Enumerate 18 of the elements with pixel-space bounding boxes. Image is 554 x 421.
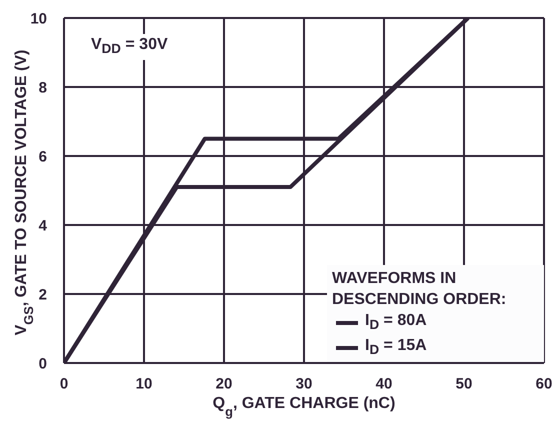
legend-label: I$_{D}$ = 15A xyxy=(365,336,427,360)
x-tick-label: 20 xyxy=(216,376,232,393)
y-tick-label: 0 xyxy=(38,355,47,372)
y-tick-label: 6 xyxy=(38,148,47,166)
x-tick-label: 30 xyxy=(296,376,312,393)
y-tick-label: 8 xyxy=(38,79,47,96)
x-tick-label: 40 xyxy=(376,376,392,393)
y-tick-label: 4 xyxy=(38,217,48,234)
x-tick-label: 50 xyxy=(456,376,472,393)
x-tick-label: 10 xyxy=(136,376,152,393)
x-tick-label: 0 xyxy=(60,376,68,393)
legend-title: WAVEFORMS IN DESCENDING ORDER: xyxy=(332,269,508,310)
legend-label: I$_{D}$ = 80A xyxy=(365,311,427,334)
y-tick-label: 2 xyxy=(38,286,47,304)
x-axis-title: Q$_{g}$, GATE CHARGE (nC) xyxy=(212,395,396,418)
y-tick-label: 10 xyxy=(30,10,47,28)
x-tick-label: 60 xyxy=(536,376,552,393)
annotation: V$_{DD}$ = 30V xyxy=(89,34,170,60)
